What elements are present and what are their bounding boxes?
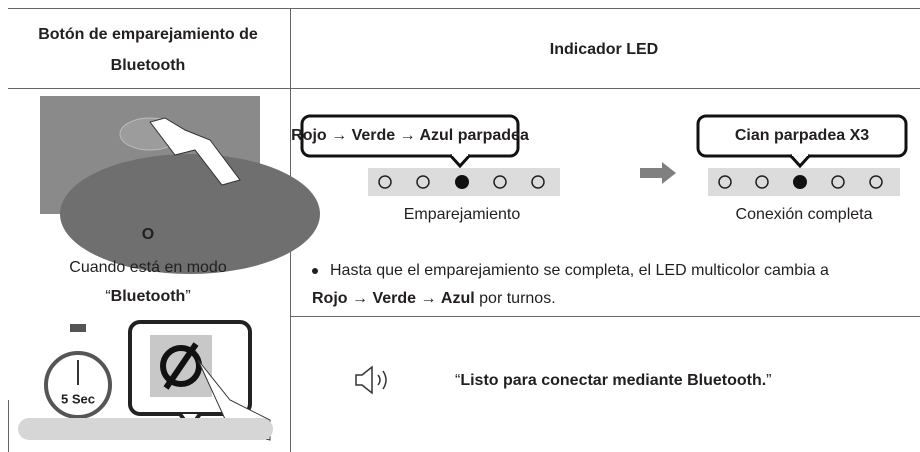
text-run: ” bbox=[185, 288, 190, 305]
led-strip-part bbox=[831, 175, 845, 189]
led-caption: Conexión completa bbox=[736, 206, 873, 223]
complete-bubble-part bbox=[792, 152, 808, 156]
complete-bubble bbox=[696, 114, 908, 169]
led-strip-part bbox=[869, 175, 883, 189]
pairing-bubble-part bbox=[448, 153, 472, 169]
stopwatch-label: 5 Sec bbox=[61, 391, 95, 406]
text-run: “ bbox=[105, 288, 110, 305]
step-arrow bbox=[640, 162, 676, 184]
led-strip-part bbox=[493, 175, 507, 189]
led-strip-part bbox=[531, 175, 545, 189]
button-photo bbox=[40, 96, 320, 274]
speaker-icon-part bbox=[355, 365, 373, 395]
or-text: O bbox=[142, 226, 154, 243]
note-text: Hasta que el emparejamiento se completa,… bbox=[330, 262, 829, 279]
text-run: → bbox=[348, 290, 373, 307]
button-photo-part bbox=[149, 117, 241, 186]
text-run: Listo para conectar mediante Bluetooth. bbox=[460, 372, 766, 389]
bubble-text: Rojo → Verde → Azul parpadea bbox=[291, 127, 529, 144]
stopwatch-icon-part bbox=[70, 324, 86, 332]
text-run: Bluetooth bbox=[111, 288, 186, 305]
led-strip-part bbox=[455, 175, 469, 189]
text-run: por turnos. bbox=[475, 290, 556, 307]
hold-button-photo bbox=[18, 320, 273, 441]
hold-button-photo-part bbox=[163, 342, 199, 390]
pairing-bubble-part bbox=[300, 114, 520, 158]
complete-bubble-part bbox=[788, 153, 812, 169]
led-strip bbox=[708, 168, 900, 196]
text-run: Azul bbox=[441, 290, 475, 307]
note-text: Rojo → Verde → Azul por turnos. bbox=[312, 290, 556, 307]
text-run: Rojo bbox=[312, 290, 348, 307]
voice-text: “Listo para conectar mediante Bluetooth.… bbox=[455, 372, 771, 389]
text-run: “ bbox=[455, 372, 460, 389]
led-caption: Emparejamiento bbox=[404, 206, 521, 223]
header-cell: Botón de emparejamiento de bbox=[38, 26, 258, 43]
hold-button-photo-part bbox=[18, 418, 273, 440]
bubble-text: Cian parpadea X3 bbox=[735, 127, 869, 144]
header-cell: Bluetooth bbox=[111, 57, 186, 74]
pairing-bubble bbox=[300, 114, 520, 169]
hold-button-photo-part bbox=[160, 345, 202, 387]
led-strip-part bbox=[718, 175, 732, 189]
speaker-icon-part bbox=[377, 374, 381, 386]
speaker-icon bbox=[355, 365, 387, 395]
button-photo-part bbox=[60, 154, 320, 274]
text-run: Verde bbox=[372, 290, 416, 307]
stopwatch-icon bbox=[44, 324, 112, 419]
led-strip bbox=[368, 168, 560, 196]
text-run: ” bbox=[766, 372, 771, 389]
mode-line: Cuando está en modo bbox=[69, 259, 227, 276]
mode-name: “Bluetooth” bbox=[105, 288, 190, 305]
pairing-bubble-part bbox=[452, 152, 468, 156]
led-strip-part bbox=[755, 175, 769, 189]
header-cell: Indicador LED bbox=[550, 41, 658, 58]
bullet bbox=[312, 268, 318, 274]
led-strip-part bbox=[793, 175, 807, 189]
speaker-icon-part bbox=[382, 370, 387, 390]
led-strip-part bbox=[378, 175, 392, 189]
led-strip-part bbox=[416, 175, 430, 189]
text-run: → bbox=[416, 290, 441, 307]
